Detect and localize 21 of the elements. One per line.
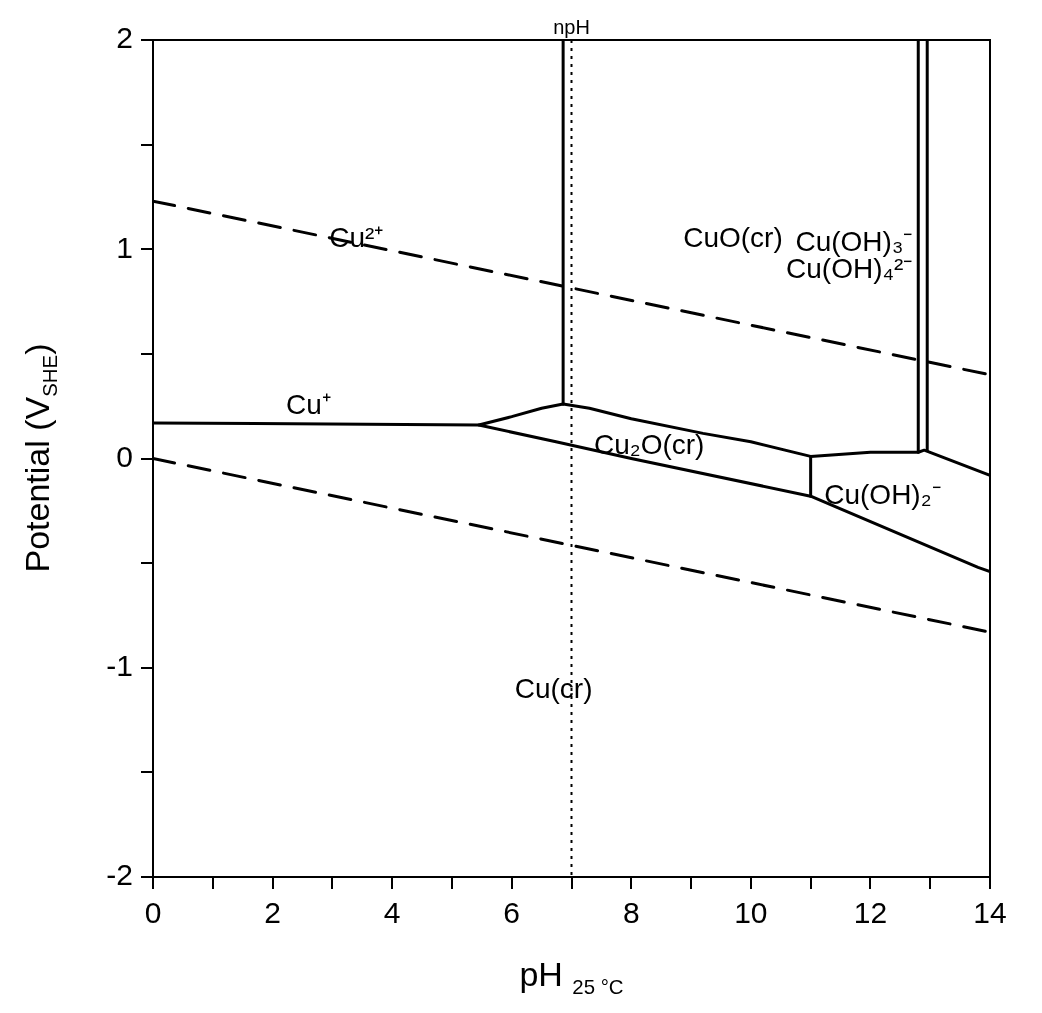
y-tick-label: -2	[106, 858, 133, 892]
x-tick-label: 10	[734, 896, 768, 930]
annotation: Cu(OH)₂⁻	[824, 478, 941, 510]
x-tick-label: 0	[144, 896, 162, 930]
ref-line-label: npH	[553, 15, 590, 38]
y-tick-label: 2	[116, 21, 133, 55]
annotation: Cu⁺	[286, 388, 331, 420]
x-tick-label: 6	[503, 896, 521, 930]
x-tick-label: 2	[264, 896, 281, 930]
annotation: Cu²⁺	[329, 221, 384, 253]
x-tick-label: 8	[622, 896, 640, 930]
x-tick-label: 12	[853, 896, 888, 930]
annotation: Cu₂O(cr)	[594, 428, 705, 460]
x-axis-title: pH $_{25 °C}$	[518, 955, 625, 999]
y-tick-label: 1	[116, 230, 133, 264]
annotation: Cu(cr)	[514, 673, 593, 705]
annotation: CuO(cr)	[683, 221, 783, 253]
y-tick-label: -1	[106, 649, 133, 683]
x-tick-label: 14	[973, 896, 1007, 930]
y-tick-label: 0	[116, 439, 133, 473]
x-tick-label: 4	[383, 896, 401, 930]
